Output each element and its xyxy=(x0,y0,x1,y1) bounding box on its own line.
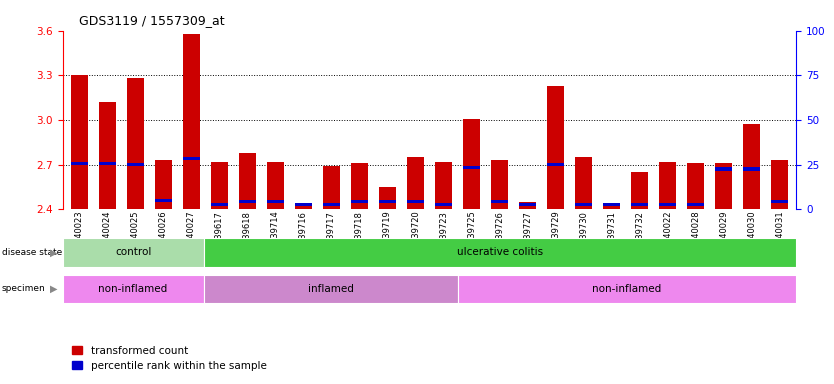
Bar xyxy=(547,86,564,209)
Bar xyxy=(71,75,88,209)
Bar xyxy=(575,157,592,209)
Bar xyxy=(127,163,143,166)
Bar xyxy=(687,163,704,209)
Text: ▶: ▶ xyxy=(50,247,58,258)
Bar xyxy=(716,167,732,171)
Bar xyxy=(575,203,592,207)
Bar xyxy=(519,203,536,207)
Bar xyxy=(323,166,340,209)
Bar xyxy=(183,34,200,209)
Bar xyxy=(351,200,368,204)
Text: non-inflamed: non-inflamed xyxy=(592,284,661,294)
Bar xyxy=(211,162,228,209)
Bar xyxy=(323,203,340,207)
Text: control: control xyxy=(115,247,151,258)
Bar xyxy=(771,160,788,209)
Bar xyxy=(295,205,312,209)
Bar xyxy=(687,203,704,207)
Bar xyxy=(519,202,536,209)
Bar xyxy=(351,163,368,209)
Bar xyxy=(295,203,312,207)
Bar xyxy=(547,163,564,166)
Bar xyxy=(407,157,424,209)
Bar xyxy=(379,200,396,204)
Bar xyxy=(771,200,788,204)
Bar xyxy=(743,124,760,209)
Text: disease state: disease state xyxy=(2,248,62,257)
Bar xyxy=(211,203,228,207)
Legend: transformed count, percentile rank within the sample: transformed count, percentile rank withi… xyxy=(68,341,271,375)
Text: inflamed: inflamed xyxy=(308,284,354,294)
Bar xyxy=(491,200,508,204)
Bar xyxy=(127,78,143,209)
Bar xyxy=(267,162,284,209)
Bar xyxy=(659,162,676,209)
Text: ulcerative colitis: ulcerative colitis xyxy=(457,247,543,258)
Bar xyxy=(407,200,424,204)
Bar xyxy=(99,102,116,209)
Bar xyxy=(435,162,452,209)
Bar xyxy=(716,163,732,209)
Bar xyxy=(491,160,508,209)
Bar xyxy=(463,166,480,169)
Text: non-inflamed: non-inflamed xyxy=(98,284,168,294)
Bar xyxy=(603,203,620,207)
Bar xyxy=(183,157,200,161)
Text: specimen: specimen xyxy=(2,285,45,293)
Bar xyxy=(603,205,620,209)
Bar xyxy=(631,172,648,209)
Bar xyxy=(379,187,396,209)
Bar xyxy=(155,199,172,202)
Bar xyxy=(631,203,648,207)
Bar xyxy=(743,167,760,171)
Text: GDS3119 / 1557309_at: GDS3119 / 1557309_at xyxy=(79,14,225,27)
Bar xyxy=(435,203,452,207)
Bar xyxy=(99,162,116,165)
Bar xyxy=(463,119,480,209)
Bar xyxy=(239,153,256,209)
Bar xyxy=(239,200,256,204)
Text: ▶: ▶ xyxy=(50,284,58,294)
Bar xyxy=(659,203,676,207)
Bar xyxy=(71,162,88,165)
Bar xyxy=(267,200,284,204)
Bar xyxy=(155,160,172,209)
